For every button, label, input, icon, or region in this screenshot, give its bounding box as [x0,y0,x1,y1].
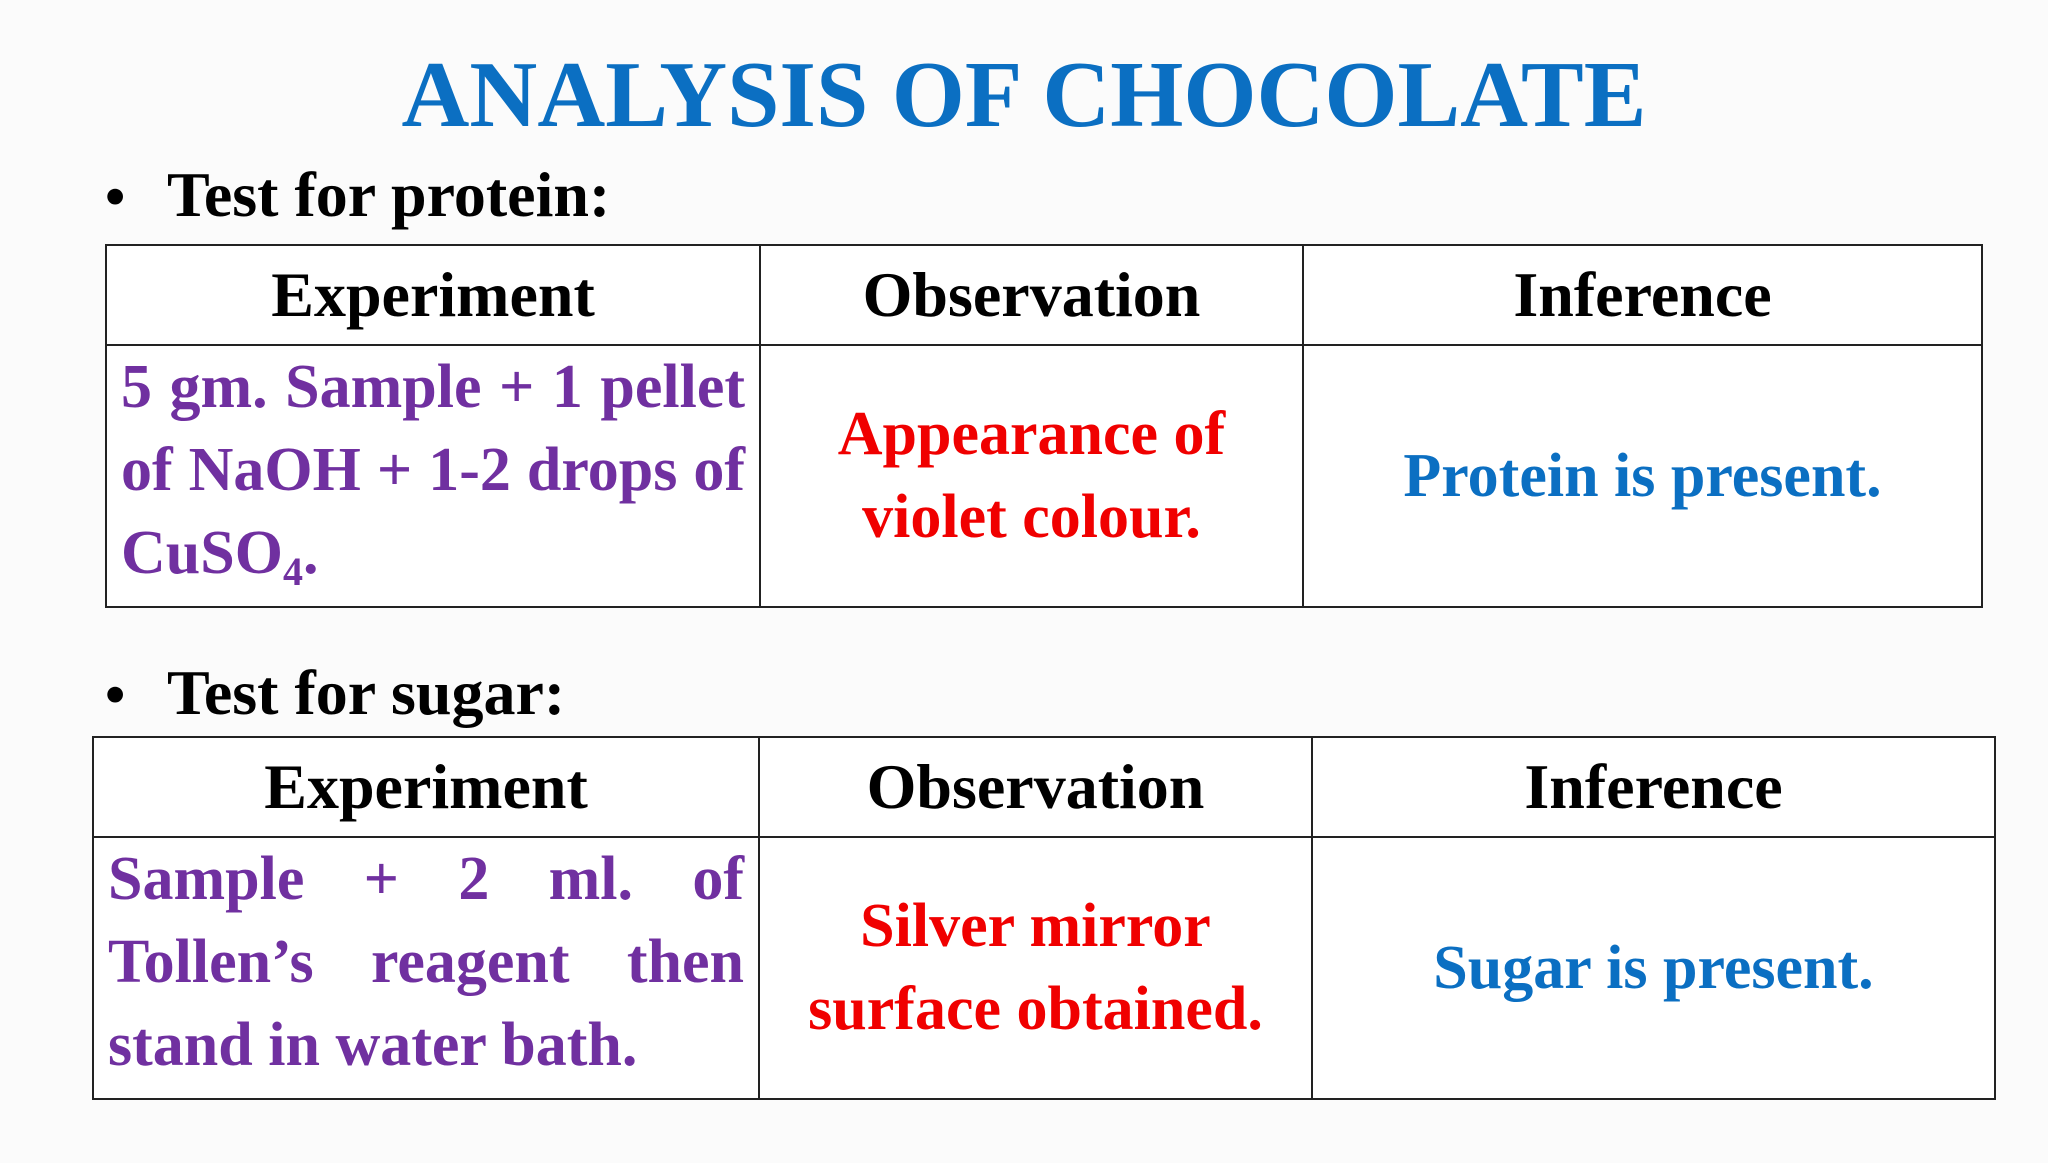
table-row: 5 gm. Sample + 1 pellet of NaOH + 1-2 dr… [105,344,1983,608]
experiment-end: . [302,519,319,587]
experiment-subscript: 4 [282,549,303,594]
experiment-cell: Sample + 2 ml. of Tollen’s reagent then … [92,836,760,1100]
table-header-row: Experiment Observation Inference [92,736,1996,838]
section-heading-text: Test for protein: [167,159,611,230]
header-inference: Inference [1302,244,1983,346]
table-header-row: Experiment Observation Inference [105,244,1983,346]
observation-text: Silver mirror surface obtained. [808,892,1263,1043]
header-experiment: Experiment [105,244,761,346]
table-row: Sample + 2 ml. of Tollen’s reagent then … [92,836,1996,1100]
header-experiment: Experiment [92,736,760,838]
sugar-test-table: Experiment Observation Inference Sample … [92,736,1996,1100]
section-heading-text: Test for sugar: [167,657,566,728]
inference-cell: Protein is present. [1302,344,1983,608]
observation-cell: Appearance of violet colour. [759,344,1304,608]
experiment-cell: 5 gm. Sample + 1 pellet of NaOH + 1-2 dr… [105,344,761,608]
section-heading-protein: • Test for protein: [105,157,610,235]
header-observation: Observation [759,244,1304,346]
observation-text: Appearance of violet colour. [837,400,1226,551]
bullet-icon: • [105,662,126,727]
experiment-text: 5 gm. Sample + 1 pellet of NaOH + 1-2 dr… [121,353,745,587]
section-heading-sugar: • Test for sugar: [105,655,565,733]
bullet-icon: • [105,164,126,229]
protein-test-table: Experiment Observation Inference 5 gm. S… [105,244,1983,608]
header-observation: Observation [758,736,1313,838]
observation-cell: Silver mirror surface obtained. [758,836,1313,1100]
slide-title: ANALYSIS OF CHOCOLATE [401,43,1647,147]
inference-cell: Sugar is present. [1311,836,1996,1100]
header-inference: Inference [1311,736,1996,838]
